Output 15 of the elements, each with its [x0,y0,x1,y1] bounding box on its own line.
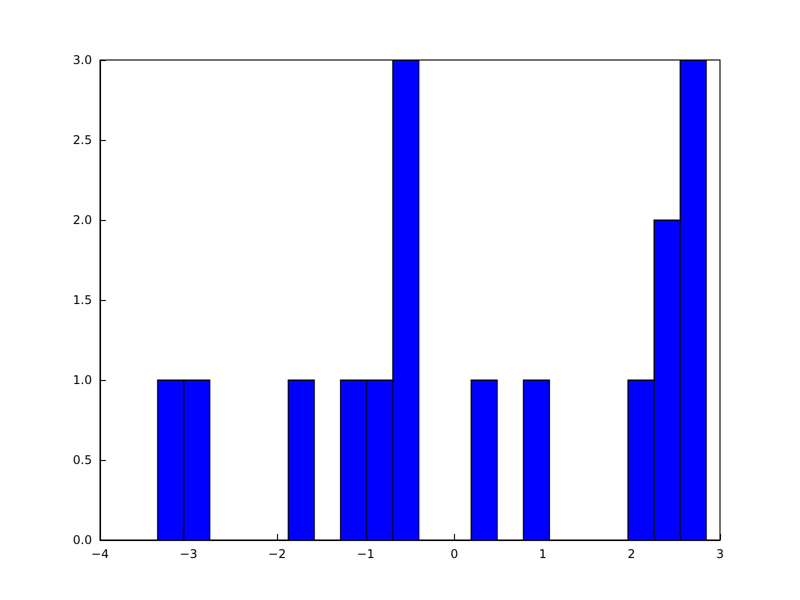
x-tick-label: 3 [716,547,724,561]
x-tick-label: 0 [450,547,458,561]
x-tick-label: −3 [180,547,198,561]
y-tick-label: 0.0 [72,533,92,547]
x-tick-label: −2 [268,547,286,561]
x-tick-label: 1 [539,547,547,561]
x-tick-label: −1 [356,547,375,561]
y-tick-label: 0.5 [72,453,92,467]
y-tick-label: 3.0 [72,53,92,67]
y-tick-label: 1.5 [72,293,92,307]
y-tick-label: 2.5 [72,133,92,147]
x-tick-label: 2 [628,547,636,561]
y-tick-label: 1.0 [72,373,92,387]
x-tick-label: −4 [91,547,109,561]
y-tick-label: 2.0 [72,213,92,227]
